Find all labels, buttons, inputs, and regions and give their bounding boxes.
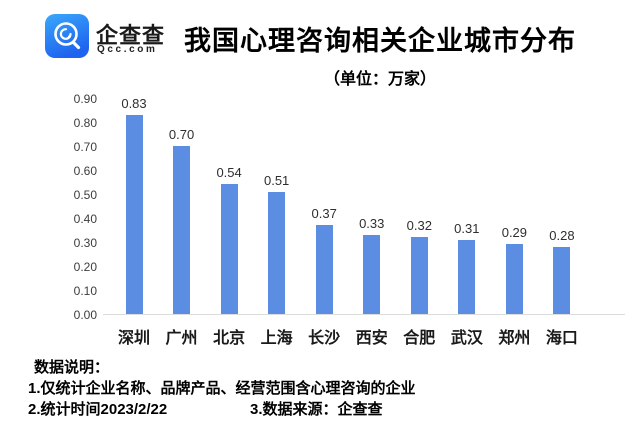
qcc-logo-icon — [45, 14, 89, 58]
bar-column: 0.37 长沙 — [301, 206, 347, 347]
y-axis: 0.90 0.80 0.70 0.60 0.50 0.40 0.30 0.20 0.10 0.00 — [55, 93, 97, 321]
x-axis-label: 武汉 — [450, 330, 483, 347]
bar-value-label: 0.83 — [121, 95, 147, 111]
bar-column: 0.29 郑州 — [491, 225, 537, 347]
bar-value-label: 0.31 — [454, 220, 480, 236]
x-axis-label: 长沙 — [308, 330, 341, 347]
bar-value-label: 0.70 — [168, 127, 195, 142]
bar-value-label: 0.32 — [406, 218, 432, 234]
bar-column: 0.54 北京 — [206, 165, 252, 347]
bar — [363, 234, 381, 314]
bar-value-label: 0.28 — [549, 227, 575, 243]
bar-value-label: 0.33 — [359, 215, 385, 231]
y-axis-tick-label: 0.50 — [73, 188, 97, 202]
page-title: 我国心理咨询相关企业城市分布 — [184, 26, 576, 56]
note-source: 3.数据来源：企查查 — [250, 401, 383, 418]
note-date: 2.统计时间2023/2/22 — [28, 401, 168, 418]
y-axis-tick-label: 0.00 — [73, 308, 97, 322]
x-axis-label: 深圳 — [117, 330, 150, 347]
x-axis-label: 上海 — [260, 330, 293, 347]
bar — [458, 239, 476, 314]
bar — [505, 244, 523, 314]
bar-column: 0.31 武汉 — [444, 220, 490, 347]
bar-column: 0.28 海口 — [539, 227, 585, 347]
title-block: 我国心理咨询相关企业城市分布 （单位：万家） — [180, 19, 580, 89]
bar-column: 0.83 深圳 — [111, 95, 157, 347]
x-axis-label: 广州 — [165, 330, 198, 347]
bar — [173, 146, 191, 314]
y-axis-tick-label: 0.20 — [73, 260, 97, 274]
x-axis-label: 北京 — [213, 330, 246, 347]
x-axis-label: 合肥 — [403, 330, 436, 347]
chart-unit-label: （单位：万家） — [323, 71, 436, 88]
bar — [268, 191, 286, 314]
y-axis-tick-label: 0.90 — [73, 92, 97, 106]
bar — [220, 184, 238, 314]
x-axis-label: 西安 — [355, 330, 388, 347]
plot-area: 0.83 深圳 0.70 广州 0.54 北京 0.51 上海 0.37 长沙 0.33 西安 0.32… — [103, 95, 625, 347]
x-axis-label: 海口 — [545, 330, 578, 347]
y-axis-tick-label: 0.40 — [73, 212, 97, 226]
bar-value-label: 0.54 — [216, 165, 242, 181]
bar — [315, 225, 333, 314]
y-axis-tick-label: 0.80 — [73, 116, 97, 130]
bar — [125, 114, 143, 314]
bar-column: 0.70 广州 — [159, 127, 205, 347]
bar — [553, 246, 571, 314]
y-axis-tick-label: 0.70 — [73, 140, 97, 154]
note-scope: 1.仅统计企业名称、品牌产品、经营范围含心理咨询的企业 — [28, 380, 416, 397]
brand-domain: Qcc.com — [97, 44, 158, 55]
bar-column: 0.51 上海 — [254, 172, 300, 347]
brand-name: 企查查 — [96, 23, 166, 48]
y-axis-tick-label: 0.30 — [73, 236, 97, 250]
bar-column: 0.32 合肥 — [396, 218, 442, 347]
bar-column: 0.33 西安 — [349, 215, 395, 347]
bar-value-label: 0.29 — [501, 225, 528, 241]
y-axis-tick-label: 0.60 — [73, 164, 97, 178]
y-axis-tick-label: 0.10 — [73, 284, 97, 298]
notes-heading: 数据说明： — [34, 359, 110, 376]
x-axis-label: 郑州 — [498, 330, 531, 347]
magnifier-logo-icon — [45, 14, 89, 58]
bar — [410, 237, 428, 314]
bar-value-label: 0.51 — [263, 172, 290, 188]
bar-value-label: 0.37 — [311, 206, 337, 222]
